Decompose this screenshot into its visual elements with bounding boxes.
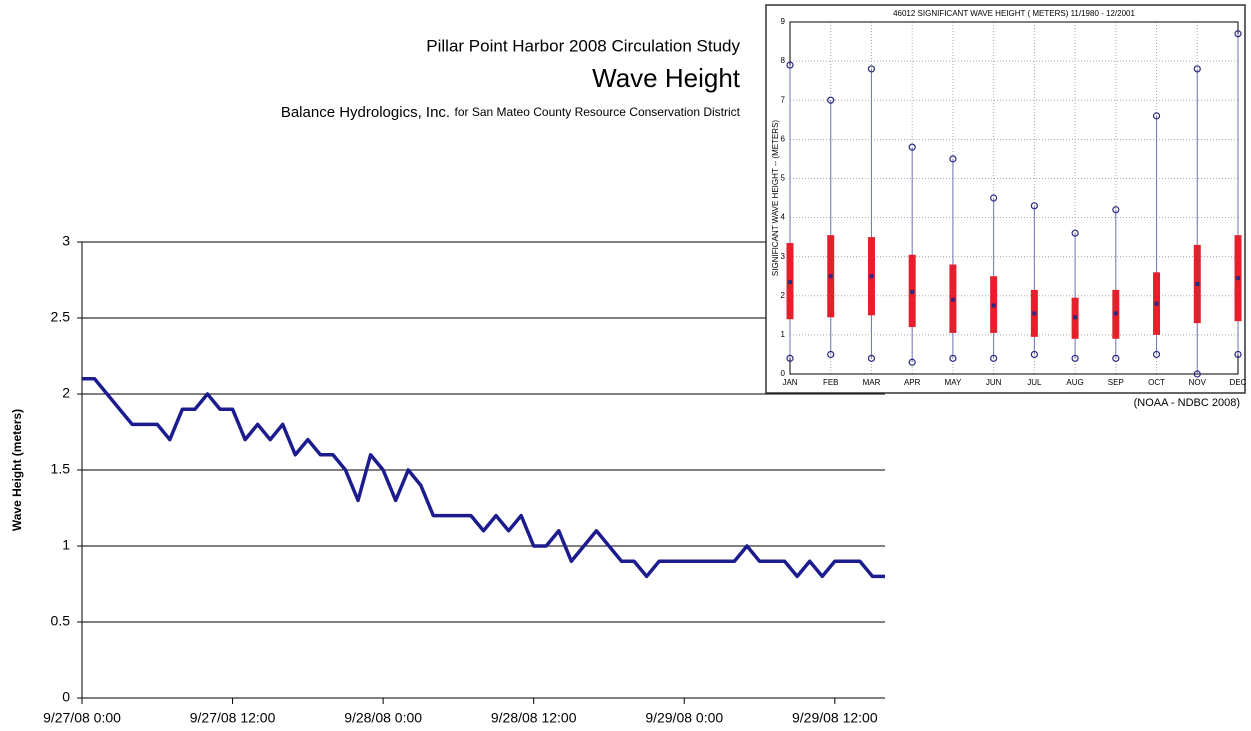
x-tick-label: JAN [782,378,797,387]
subtitle-note: for San Mateo County Resource Conservati… [455,105,741,119]
max-marker [1112,206,1120,214]
x-tick-label: APR [904,378,921,387]
header: Pillar Point Harbor 2008 Circulation Stu… [426,36,740,55]
max-marker [1193,65,1201,73]
y-tick-label: 6 [781,134,786,143]
x-tick-label: 9/28/08 0:00 [344,710,422,726]
median [1236,276,1240,281]
inset-title: 46012 SIGNIFICANT WAVE HEIGHT ( METERS) … [893,9,1135,18]
caption: (NOAA - NDBC 2008) [1134,397,1240,409]
y-tick-label: 2 [62,385,70,401]
y-tick-label: 2 [781,291,786,300]
x-tick-label: DEC [1230,378,1247,387]
x-tick-label: JUN [986,378,1002,387]
subtitle-main: Balance Hydrologics, Inc. [281,104,450,121]
median [1073,315,1078,320]
min-marker [827,350,835,359]
median [950,297,955,302]
min-marker [949,354,957,362]
max-marker [827,96,835,104]
y-axis-label: Wave Height (meters) [10,409,24,531]
x-tick-label: 9/27/08 0:00 [43,710,121,726]
median [1154,301,1159,306]
min-marker [1152,350,1161,359]
median [869,274,874,279]
subtitle: Balance Hydrologics, Inc. for San Mateo … [281,104,741,121]
min-marker [908,358,916,366]
min-marker [990,354,998,362]
min-marker [1030,350,1038,359]
max-marker [867,65,876,73]
min-marker [867,354,876,362]
x-tick-label: 9/28/08 12:00 [491,710,577,726]
x-tick-label: AUG [1066,378,1083,387]
max-marker [1152,112,1161,120]
min-marker [786,354,794,362]
inset-frame [765,4,1246,394]
median [910,289,915,294]
median [991,303,996,308]
min-marker [1112,354,1120,362]
y-tick-label: 9 [781,17,786,26]
y-tick-label: 1.5 [51,461,71,477]
median [1195,282,1200,287]
min-marker [1234,350,1242,359]
y-tick-label: 0 [781,369,786,378]
y-tick-label: 0.5 [51,613,71,629]
y-tick-label: 1 [62,537,70,553]
min-marker [1193,370,1201,378]
chart-title: Wave Height [592,63,741,93]
x-tick-label: MAY [945,378,962,387]
data-line [82,377,885,579]
y-tick-label: 3 [781,252,786,261]
y-tick-label: 0 [62,689,70,705]
median [828,274,833,279]
x-tick-label: 9/27/08 12:00 [190,710,276,726]
x-tick-label: 9/29/08 0:00 [645,710,723,726]
y-tick-label: 5 [781,174,786,183]
max-marker [1234,30,1242,38]
median [788,280,792,285]
y-tick-label: 2.5 [51,309,71,325]
x-tick-label: FEB [823,378,839,387]
max-marker [786,61,794,69]
y-tick-label: 7 [781,95,786,104]
min-marker [1071,354,1079,362]
median [1113,311,1118,316]
x-tick-label: MAR [863,378,881,387]
x-tick-label: NOV [1189,378,1207,387]
max-marker [1030,202,1038,210]
median [1032,311,1037,316]
max-marker [908,143,916,151]
y-tick-label: 8 [781,56,786,65]
y-tick-label: 1 [781,330,786,339]
y-tick-label: 3 [62,233,70,249]
x-tick-label: SEP [1108,378,1124,387]
max-marker [990,194,998,202]
max-marker [1071,229,1079,237]
inset-y-label: SIGNIFICANT WAVE HEIGHT -- (METERS) [771,120,780,276]
x-tick-label: 9/29/08 12:00 [792,710,878,726]
x-tick-label: OCT [1148,378,1165,387]
x-tick-label: JUL [1027,378,1042,387]
y-tick-label: 4 [781,213,786,222]
max-marker [949,155,957,163]
